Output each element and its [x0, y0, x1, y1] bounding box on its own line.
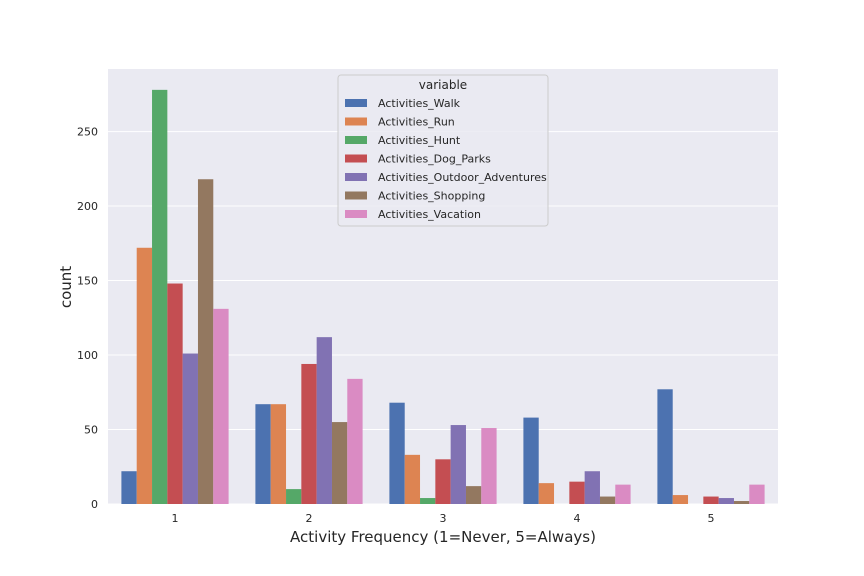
- bar-activities-vacation-3: [481, 428, 497, 504]
- bar-activities-dog-parks-4: [569, 481, 585, 504]
- legend-label: Activities_Vacation: [378, 208, 481, 221]
- bar-activities-shopping-3: [465, 486, 482, 504]
- bar-activities-shopping-1: [197, 179, 214, 504]
- bar-activities-walk-3: [389, 402, 405, 504]
- bar-activities-walk-5: [657, 389, 673, 504]
- legend-items: Activities_Walk Activities_Run Activities_…: [345, 97, 547, 221]
- y-tick-label: 150: [77, 275, 98, 288]
- bar-activities-outdoor-adventures-4: [584, 471, 600, 504]
- bar-activities-vacation-4: [615, 484, 631, 504]
- x-axis-label: Activity Frequency (1=Never, 5=Always): [290, 528, 596, 546]
- y-tick-label: 100: [77, 349, 98, 362]
- y-tick-label: 200: [77, 200, 98, 213]
- bar-activities-hunt-3: [420, 498, 436, 504]
- bar-activities-outdoor-adventures-3: [450, 425, 466, 504]
- bar-activities-hunt-1: [152, 89, 168, 504]
- bar-activities-shopping-2: [331, 422, 348, 504]
- legend-title: variable: [419, 78, 467, 92]
- bar-activities-run-4: [538, 483, 555, 504]
- bar-activities-vacation-1: [213, 308, 229, 504]
- x-tick-label: 1: [172, 512, 179, 525]
- legend-label: Activities_Walk: [378, 97, 461, 110]
- bar-activities-run-3: [404, 454, 421, 504]
- legend-label: Activities_Dog_Parks: [378, 153, 491, 166]
- legend-swatch: [345, 173, 367, 181]
- legend-swatch: [345, 117, 367, 126]
- bar-activities-run-1: [136, 247, 153, 504]
- x-tick-labels: 1 2 3 4 5: [172, 512, 715, 525]
- legend-label: Activities_Outdoor_Adventures: [378, 171, 547, 184]
- bar-activities-shopping-5: [733, 501, 750, 504]
- bar-activities-dog-parks-3: [435, 459, 451, 504]
- legend: variable Activities_WalkActivities_RunAc…: [337, 74, 549, 227]
- bar-activities-vacation-2: [347, 378, 363, 504]
- legend-swatch: [345, 154, 367, 163]
- bar-activities-dog-parks-1: [167, 283, 183, 504]
- y-tick-labels: 0 50 100 150 200 250: [77, 126, 98, 511]
- y-tick-label: 0: [91, 498, 98, 511]
- bars: [121, 89, 765, 504]
- bar-activities-outdoor-adventures-5: [718, 498, 734, 504]
- legend-swatch: [345, 99, 367, 107]
- bar-activities-outdoor-adventures-1: [182, 353, 198, 504]
- y-axis-label: count: [57, 266, 75, 308]
- y-tick-label: 50: [84, 424, 98, 437]
- legend-label: Activities_Shopping: [378, 190, 485, 203]
- x-tick-label: 2: [306, 512, 313, 525]
- legend-swatch: [345, 210, 367, 218]
- bar-activities-vacation-5: [749, 484, 765, 504]
- y-tick-label: 250: [77, 126, 98, 139]
- x-tick-label: 5: [708, 512, 715, 525]
- bar-activities-dog-parks-2: [301, 363, 317, 504]
- bar-activities-walk-1: [121, 471, 137, 504]
- bar-activities-dog-parks-5: [703, 496, 719, 504]
- x-tick-label: 4: [574, 512, 581, 525]
- bar-activities-run-2: [270, 404, 287, 504]
- legend-frame: [337, 74, 549, 227]
- x-tick-label: 3: [440, 512, 447, 525]
- bar-activities-outdoor-adventures-2: [316, 337, 332, 504]
- bar-activities-run-5: [672, 495, 689, 504]
- bar-activities-walk-4: [523, 417, 539, 504]
- legend-swatch: [345, 136, 367, 144]
- bar-activities-shopping-4: [599, 496, 616, 504]
- legend-swatch: [345, 191, 367, 200]
- legend-label: Activities_Hunt: [378, 134, 461, 147]
- bar-activities-hunt-2: [286, 489, 302, 504]
- bar-activities-walk-2: [255, 404, 271, 504]
- legend-label: Activities_Run: [378, 116, 455, 129]
